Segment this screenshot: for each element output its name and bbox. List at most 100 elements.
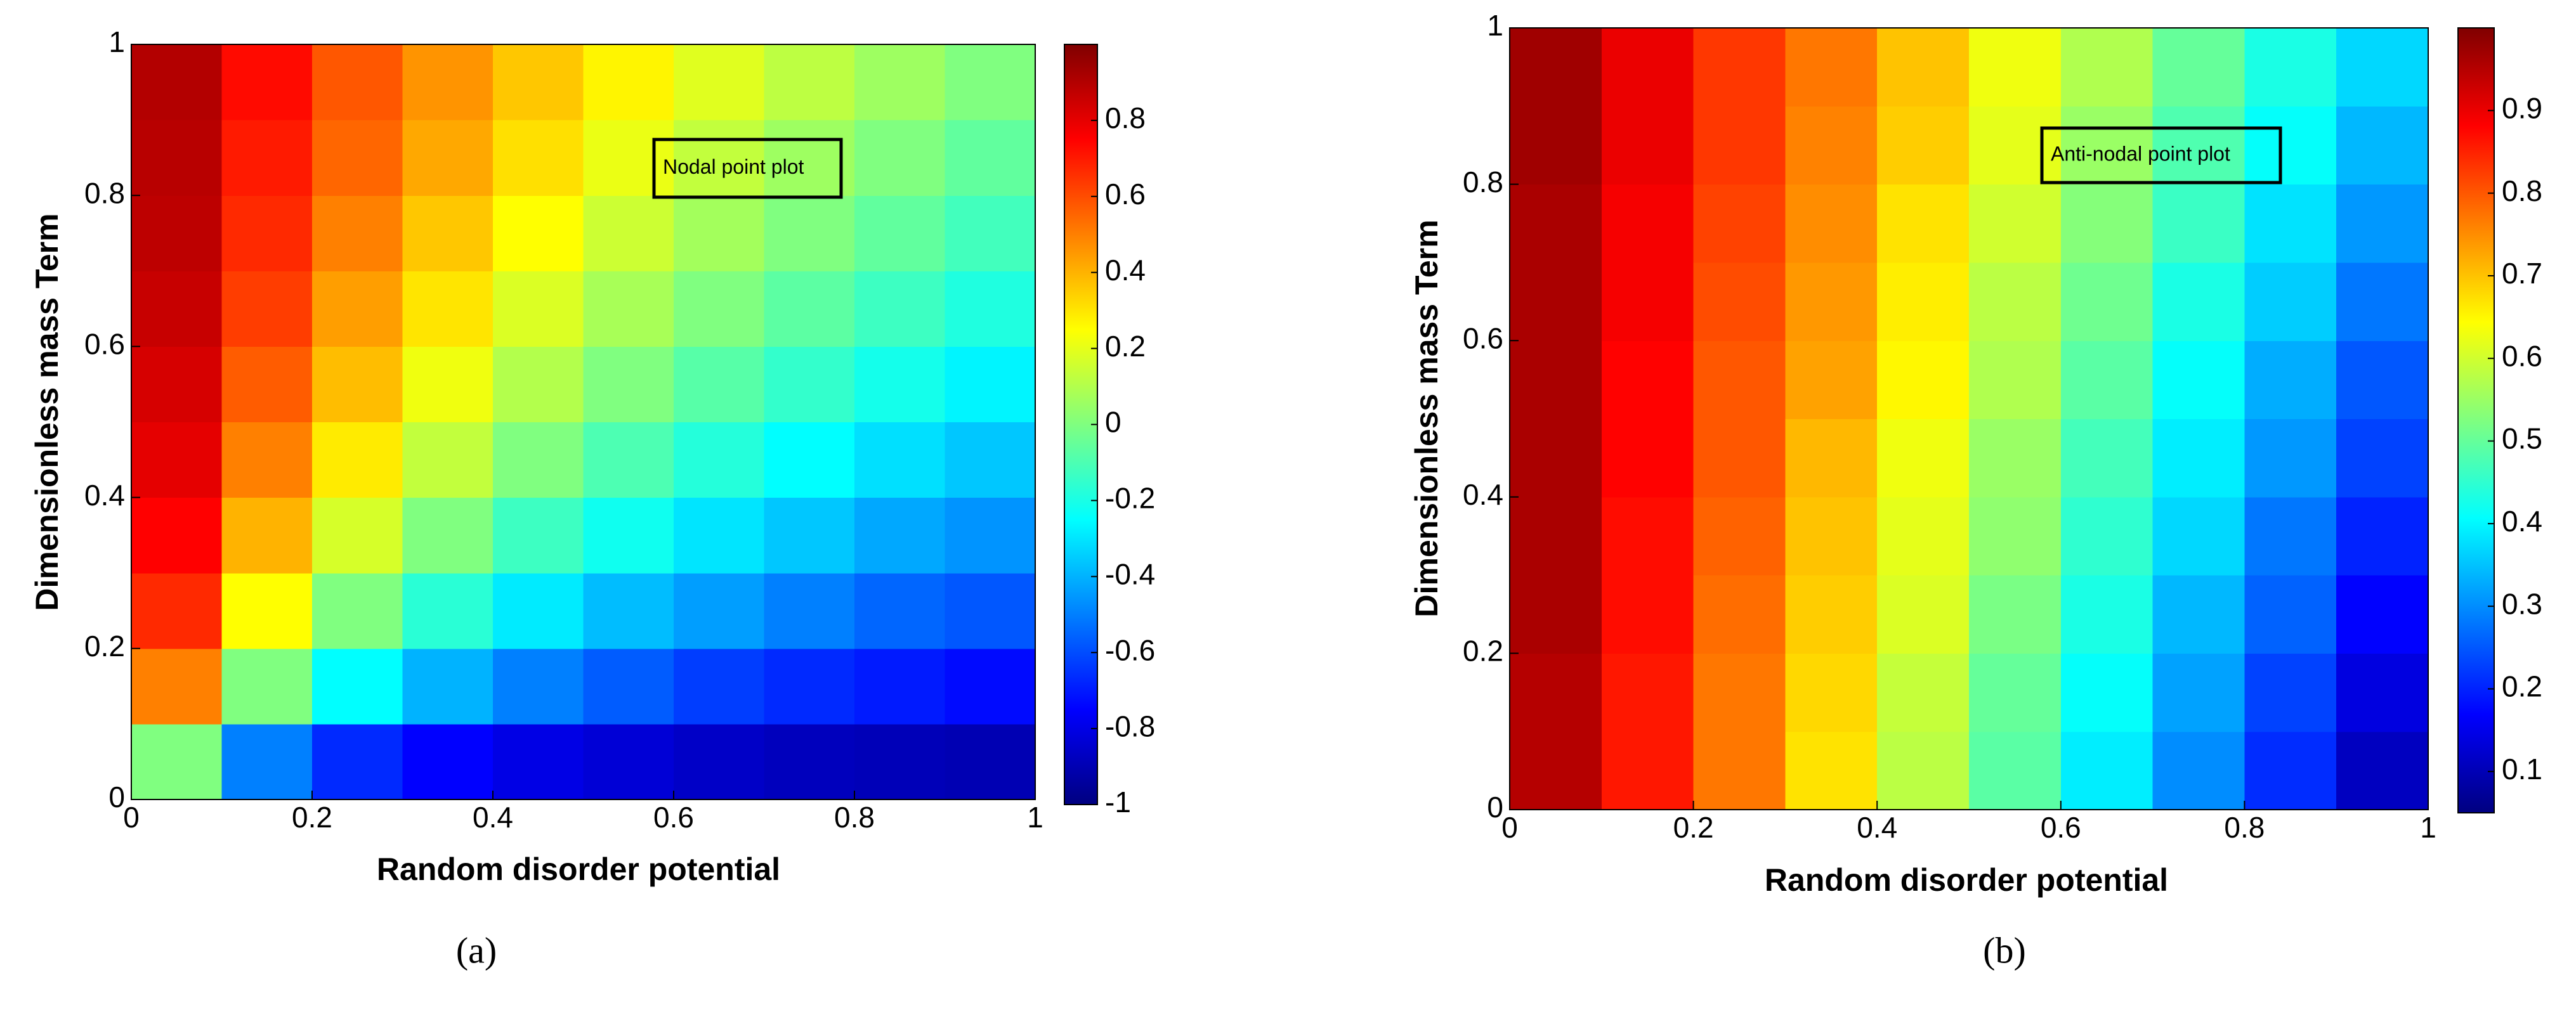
heatmap-cell [1601,184,1694,263]
heatmap-cell [131,648,223,725]
heatmap-cell [674,648,765,725]
heatmap-cell [1693,262,1786,341]
heatmap-cell [854,497,946,574]
heatmap-cell [221,346,313,423]
heatmap-cell [1693,653,1786,732]
heatmap-cell [1969,496,2062,576]
heatmap-cell [1510,418,1602,498]
heatmap-cell [583,422,674,498]
heatmap-cell [2336,575,2429,654]
heatmap-cell [945,195,1036,271]
heatmap-cell [945,346,1036,423]
heatmap-cell [1510,262,1602,341]
heatmap-cell [854,44,946,120]
heatmap-cell [2244,575,2337,654]
x-axis-label: Random disorder potential [1765,862,2168,898]
heatmap-cell [945,723,1036,800]
heatmap-cell [131,573,223,649]
heatmap-cell [764,195,855,271]
heatmap-cell [1601,418,1694,498]
heatmap-cell [674,723,765,800]
heatmap-cell [402,195,494,271]
heatmap-cell [2060,184,2154,263]
heatmap-cell [2244,418,2337,498]
heatmap-cell [493,648,584,725]
heatmap-cell [583,723,674,800]
heatmap-cell [2336,28,2429,107]
heatmap-cell [583,497,674,574]
heatmap-cell [493,497,584,574]
heatmap-cell [1969,340,2062,420]
heatmap-cell [764,723,855,800]
heatmap-cell [1969,184,2062,263]
heatmap-cell [1877,653,1970,732]
heatmap-cell [1877,575,1970,654]
heatmap-cell [402,573,494,649]
x-tick-label: 1 [2420,811,2436,844]
heatmap-cell [1601,106,1694,185]
heatmap-cell [312,723,403,800]
colorbar-tick-label: 0.8 [2502,174,2542,207]
colorbar-tick-label: 0.8 [1105,101,1146,134]
colorbar-tick-label: 0 [1105,406,1121,439]
heatmap-cell [1510,653,1602,732]
heatmap-cell [493,346,584,423]
heatmap-cell [1969,575,2062,654]
heatmap-cell [945,44,1036,120]
heatmap-cell [2060,28,2154,107]
heatmap-cell [764,346,855,423]
caption: (a) [456,929,497,971]
y-tick-label: 0.8 [1463,165,1503,198]
x-tick-label: 1 [1027,801,1043,834]
heatmap-cell [1601,653,1694,732]
colorbar-tick-label: 0.9 [2502,91,2542,124]
heatmap-cell [1601,262,1694,341]
heatmap-cell [1785,28,1878,107]
heatmap-cell [1877,496,1970,576]
heatmap-cells [131,44,1036,800]
heatmap-cell [402,497,494,574]
heatmap-cell [2336,731,2429,810]
colorbar-tick-label: -0.4 [1105,557,1155,590]
heatmap-cell [674,573,765,649]
y-tick-label: 0.6 [1463,321,1503,354]
heatmap-cell [221,648,313,725]
heatmap-cell [854,422,946,498]
heatmap-cell [221,422,313,498]
heatmap-cell [2244,653,2337,732]
heatmap-cell [674,271,765,347]
x-tick-label: 0.4 [1857,811,1897,844]
heatmap-cell [854,120,946,196]
heatmap-cell [2152,340,2245,420]
heatmap-cell [764,422,855,498]
heatmap-cell [1877,262,1970,341]
heatmap-cell [2244,106,2337,185]
heatmap-cell [2336,184,2429,263]
heatmap-cell [945,573,1036,649]
heatmap-cell [945,120,1036,196]
heatmap-cell [493,120,584,196]
heatmap-cell [1601,731,1694,810]
heatmap-cell [945,648,1036,725]
heatmap-cell [1877,106,1970,185]
y-tick-label: 1 [108,25,125,58]
heatmap-cell [854,648,946,725]
heatmap-cell [493,422,584,498]
heatmap-cell [764,44,855,120]
heatmap-cell [1510,496,1602,576]
annotation-box [2040,126,2282,185]
heatmap-cell [1510,340,1602,420]
heatmap-cell [854,346,946,423]
heatmap-cell [1510,28,1602,107]
plot-frame [131,44,1036,800]
heatmap-cell [2060,106,2154,185]
heatmap-cell [1510,575,1602,654]
heatmap-cell [402,723,494,800]
heatmap-cell [2244,731,2337,810]
colorbar-tick-label: -0.8 [1105,709,1155,742]
heatmap-cell [1693,575,1786,654]
colorbar [2457,27,2495,813]
colorbar-tick-label: -0.2 [1105,482,1155,515]
colorbar-tick-label: -0.6 [1105,633,1155,666]
heatmap-cell [674,497,765,574]
